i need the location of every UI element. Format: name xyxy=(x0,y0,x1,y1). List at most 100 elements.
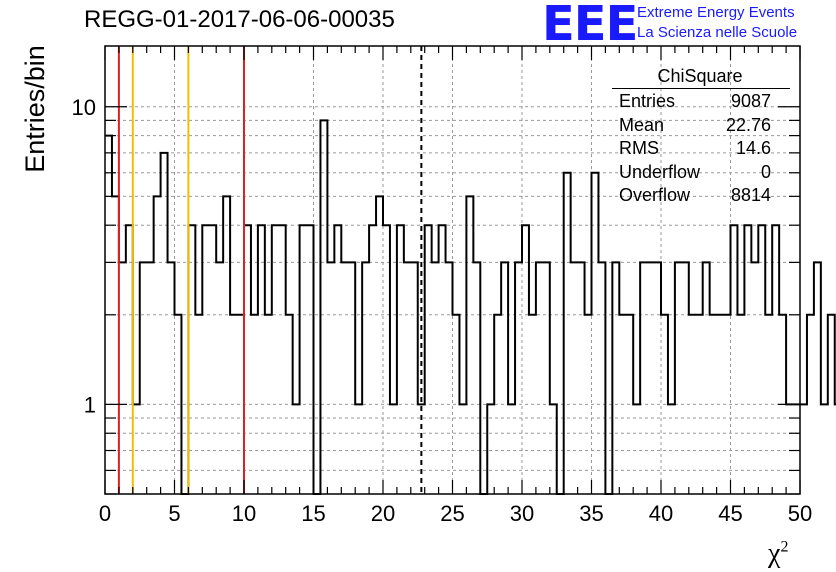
histogram-bin xyxy=(286,315,293,494)
histogram-bin xyxy=(682,262,689,494)
stats-value: 22.76 xyxy=(725,114,771,135)
histogram-bin xyxy=(751,262,758,494)
histogram-bin xyxy=(327,262,334,494)
histogram-bin xyxy=(439,225,446,494)
tick-labels: 0 5 10 15 20 25 30 35 40 45 50 1 10 xyxy=(72,95,813,526)
histogram-bin xyxy=(564,173,571,494)
histogram-bin xyxy=(828,315,835,494)
stats-label: Entries xyxy=(619,91,676,111)
histogram-bin xyxy=(411,262,418,494)
histogram-bin xyxy=(175,315,182,494)
histogram-bin xyxy=(446,262,453,494)
histogram-bin xyxy=(195,315,202,494)
histogram-bin xyxy=(397,225,404,494)
histogram-bin xyxy=(772,225,779,494)
histogram-bin xyxy=(369,225,376,494)
histogram-bin xyxy=(140,262,147,494)
histogram-outline xyxy=(105,119,836,495)
histogram-bin xyxy=(188,225,195,494)
histogram-bin xyxy=(251,315,258,494)
histogram-bin xyxy=(758,225,765,494)
histogram-bin xyxy=(390,404,397,494)
histogram-bin xyxy=(119,262,126,494)
histogram-bin xyxy=(654,262,661,494)
histogram-bin xyxy=(459,404,466,494)
histogram-bin xyxy=(154,196,161,494)
x-tick-label: 50 xyxy=(788,501,812,526)
stats-box: ChiSquare Entries 9087 Mean 22.76 RMS 14… xyxy=(612,66,798,208)
histogram-bin xyxy=(307,225,314,494)
histogram-bin xyxy=(383,225,390,494)
stats-row-underflow: Underflow 0 xyxy=(612,161,798,185)
histogram-bin xyxy=(550,404,557,494)
histogram-bin xyxy=(744,225,751,494)
histogram-bin xyxy=(598,262,605,494)
histogram-bin xyxy=(724,315,731,494)
histogram-bin xyxy=(717,315,724,494)
stats-row-rms: RMS 14.6 xyxy=(612,137,798,161)
histogram-bin xyxy=(362,262,369,494)
logo-subtitle-1: Extreme Energy Events xyxy=(637,4,795,21)
histogram-bin xyxy=(293,404,300,494)
histogram-bin xyxy=(661,315,668,494)
stats-value: 8814 xyxy=(730,185,771,205)
x-tick-label: 20 xyxy=(371,501,395,526)
axis-ticks xyxy=(104,46,801,495)
histogram-bin xyxy=(320,120,327,494)
stats-label: Mean xyxy=(619,114,665,135)
histogram-bin xyxy=(279,225,286,494)
histogram-bin xyxy=(265,315,272,494)
x-tick-label: 0 xyxy=(99,501,111,526)
stats-row-entries: Entries 9087 xyxy=(612,90,798,114)
y-tick-label: 10 xyxy=(72,95,96,120)
histogram-bin xyxy=(592,173,599,494)
histogram-bin xyxy=(689,315,696,494)
y-axis-label: Entries/bin xyxy=(20,45,50,173)
x-tick-label: 25 xyxy=(440,501,464,526)
stats-divider xyxy=(612,88,790,89)
histogram-bin xyxy=(425,225,432,494)
histogram-bin xyxy=(147,262,154,494)
stats-label: RMS xyxy=(619,138,659,158)
histogram-bin xyxy=(126,225,133,494)
histogram-bin xyxy=(668,404,675,494)
logo-subtitle-2: La Scienza nelle Scuole xyxy=(637,24,798,41)
histogram-bin xyxy=(731,225,738,494)
histogram-bin xyxy=(633,404,640,494)
vertical-lines xyxy=(117,46,423,494)
histogram-bin xyxy=(522,225,529,494)
histogram-bin xyxy=(487,404,494,494)
histogram-bin xyxy=(578,262,585,494)
histogram-bin xyxy=(515,262,522,494)
x-tick-label: 30 xyxy=(510,501,534,526)
histogram-bin xyxy=(133,404,140,494)
histogram-bin xyxy=(466,196,473,494)
grid xyxy=(105,46,800,495)
y-tick-label: 1 xyxy=(84,392,96,417)
histogram-bin xyxy=(432,262,439,494)
x-axis-label: χ2 xyxy=(768,538,789,569)
histogram-bin xyxy=(710,315,717,494)
histogram-bin xyxy=(161,153,168,494)
histogram-bin xyxy=(168,262,175,494)
histogram-bin xyxy=(626,315,633,494)
histogram-bin xyxy=(800,404,807,494)
histogram-bin xyxy=(536,262,543,494)
histogram-bin xyxy=(473,262,480,494)
histogram-bin xyxy=(619,315,626,494)
histogram-bin xyxy=(508,404,515,494)
stats-value: 0 xyxy=(760,161,771,182)
histogram-bin xyxy=(348,262,355,494)
histogram-bin xyxy=(807,315,814,494)
histogram-bin xyxy=(765,315,772,494)
histogram-bin xyxy=(675,262,682,494)
histogram-bin xyxy=(300,225,307,494)
x-tick-label: 15 xyxy=(301,501,325,526)
histogram-bin xyxy=(543,262,550,494)
histogram-bin xyxy=(334,225,341,494)
histogram-bin xyxy=(341,262,348,494)
histogram-bin xyxy=(647,262,654,494)
histogram-bin xyxy=(230,315,237,494)
x-tick-label: 45 xyxy=(718,501,742,526)
